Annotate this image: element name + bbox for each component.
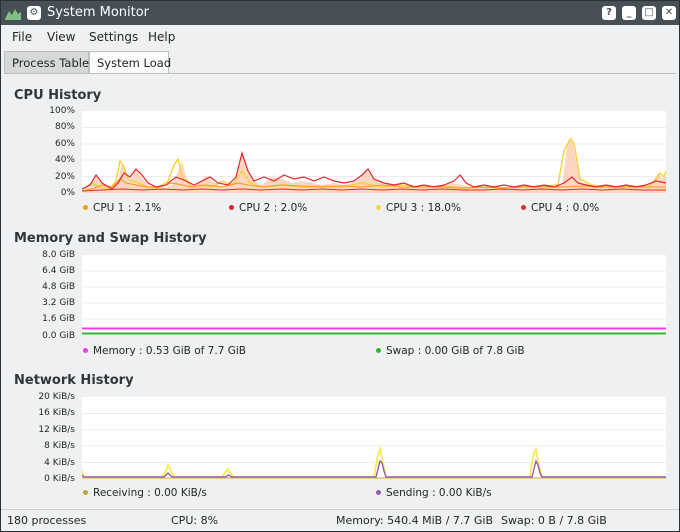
legend-cpu3: CPU 3 : 18.0%: [376, 202, 461, 214]
legend-label: Swap : 0.00 GiB of 7.8 GiB: [386, 345, 525, 357]
window-title: System Monitor: [47, 5, 150, 20]
legend-cpu4: CPU 4 : 0.0%: [521, 202, 599, 214]
network-tick-label: 4 KiB/s: [44, 458, 75, 468]
legend-swap: Swap : 0.00 GiB of 7.8 GiB: [376, 345, 525, 357]
memory-history-plot: [82, 255, 666, 336]
close-button[interactable]: ✕: [662, 6, 676, 20]
menu-bar: File View Settings Help: [1, 25, 679, 49]
menu-help[interactable]: Help: [148, 30, 176, 44]
cpu-tick-label: 40%: [54, 155, 75, 165]
tab-process-table[interactable]: Process Table: [4, 51, 89, 73]
legend-label: Memory : 0.53 GiB of 7.7 GiB: [93, 345, 246, 357]
legend-label: CPU 1 : 2.1%: [93, 202, 162, 214]
memory-tick-label: 4.8 GiB: [42, 282, 75, 292]
legend-label: CPU 3 : 18.0%: [386, 202, 461, 214]
status-processes: 180 processes: [7, 514, 87, 527]
title-bar[interactable]: ⚙ System Monitor ? _ □ ✕: [1, 1, 679, 25]
status-bar: 180 processes CPU: 8% Memory: 540.4 MiB …: [1, 509, 679, 532]
legend-dot-icon: [83, 204, 88, 210]
memory-tick-label: 6.4 GiB: [42, 266, 75, 276]
menu-settings[interactable]: Settings: [89, 30, 139, 44]
legend-label: Receiving : 0.00 KiB/s: [93, 487, 207, 499]
minimize-button[interactable]: _: [622, 6, 636, 20]
network-tick-label: 20 KiB/s: [38, 392, 75, 402]
cpu-tick-label: 80%: [54, 122, 75, 132]
legend-cpu2: CPU 2 : 2.0%: [229, 202, 307, 214]
help-button[interactable]: ?: [602, 6, 616, 20]
menu-file[interactable]: File: [12, 30, 33, 44]
maximize-button[interactable]: □: [642, 6, 656, 20]
legend-label: CPU 2 : 2.0%: [239, 202, 308, 214]
legend-dot-icon: [229, 204, 234, 210]
legend-receiving: Receiving : 0.00 KiB/s: [83, 487, 207, 499]
network-tick-label: 8 KiB/s: [44, 441, 75, 451]
memory-history-title: Memory and Swap History: [14, 231, 207, 246]
legend-dot-icon: [376, 204, 381, 210]
legend-dot-icon: [521, 204, 526, 210]
window-menu-icon[interactable]: ⚙: [27, 6, 41, 20]
legend-memory: Memory : 0.53 GiB of 7.7 GiB: [83, 345, 246, 357]
legend-dot-icon: [83, 347, 88, 353]
menu-view[interactable]: View: [47, 30, 76, 44]
network-history-title: Network History: [14, 373, 134, 388]
status-memory: Memory: 540.4 MiB / 7.7 GiB: [336, 514, 494, 527]
network-history-plot: [82, 397, 666, 479]
cpu-tick-label: 20%: [54, 172, 75, 182]
legend-label: CPU 4 : 0.0%: [531, 202, 600, 214]
legend-dot-icon: [376, 489, 381, 495]
legend-sending: Sending : 0.00 KiB/s: [376, 487, 492, 499]
cpu-history-plot: [82, 111, 666, 193]
memory-tick-label: 8.0 GiB: [42, 250, 75, 260]
system-monitor-app-icon: [4, 4, 22, 22]
cpu-history-title: CPU History: [14, 88, 102, 103]
status-swap: Swap: 0 B / 7.8 GiB: [501, 514, 607, 527]
memory-tick-label: 1.6 GiB: [42, 314, 75, 324]
memory-tick-label: 3.2 GiB: [42, 298, 75, 308]
network-tick-label: 12 KiB/s: [38, 425, 75, 435]
tab-system-load[interactable]: System Load: [89, 51, 171, 74]
legend-dot-icon: [376, 347, 381, 353]
legend-label: Sending : 0.00 KiB/s: [386, 487, 492, 499]
network-tick-label: 16 KiB/s: [38, 408, 75, 418]
network-history-graph: [82, 413, 666, 479]
legend-cpu1: CPU 1 : 2.1%: [83, 202, 161, 214]
cpu-tick-label: 100%: [49, 106, 75, 116]
status-cpu: CPU: 8%: [171, 514, 219, 527]
legend-dot-icon: [83, 489, 88, 495]
cpu-tick-label: 0%: [60, 188, 75, 198]
cpu-history-graph: [82, 127, 666, 193]
memory-history-graph: [82, 270, 666, 335]
memory-tick-label: 0.0 GiB: [42, 331, 75, 341]
system-load-panel: CPU History 100% 80% 60% 40% 20% 0%: [4, 73, 676, 509]
network-tick-label: 0 KiB/s: [44, 474, 75, 484]
cpu-tick-label: 60%: [54, 139, 75, 149]
